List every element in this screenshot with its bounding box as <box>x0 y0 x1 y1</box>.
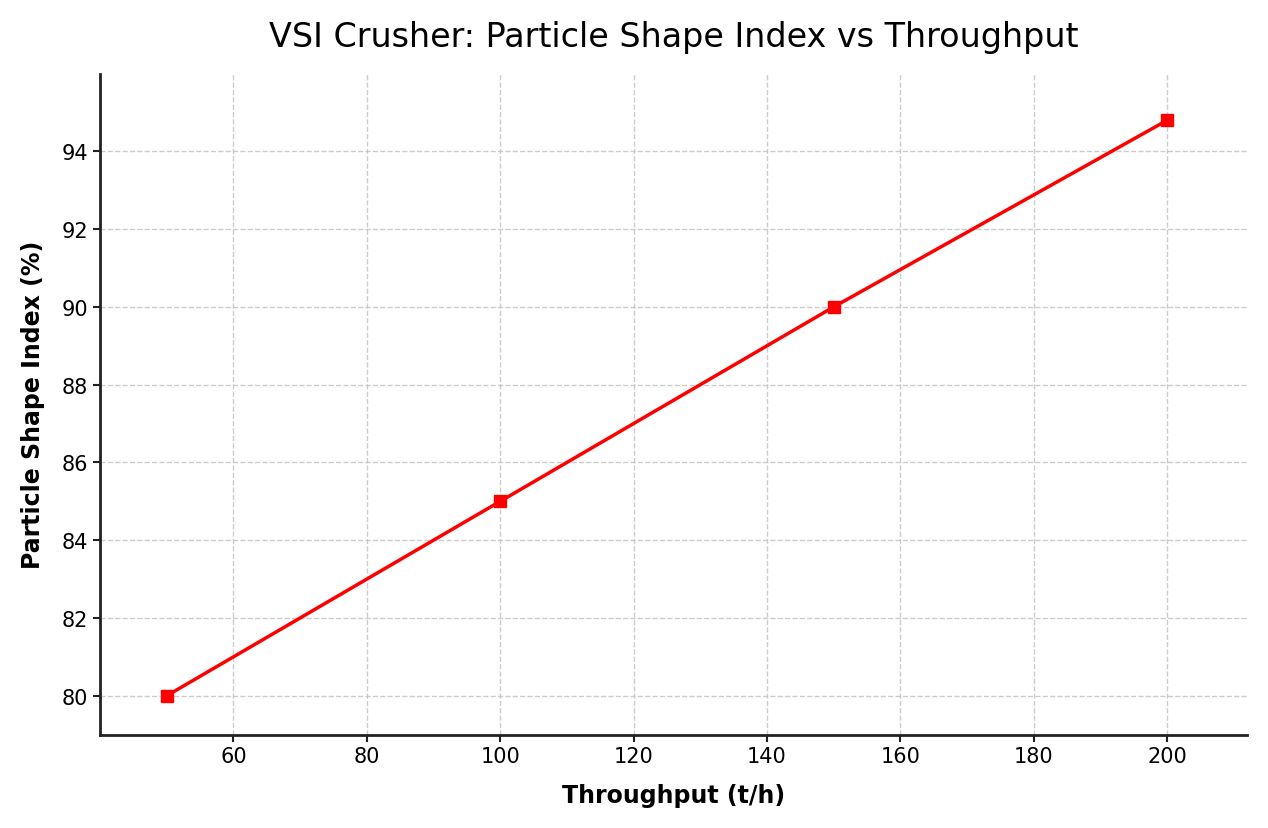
Y-axis label: Particle Shape Index (%): Particle Shape Index (%) <box>20 241 44 569</box>
Title: VSI Crusher: Particle Shape Index vs Throughput: VSI Crusher: Particle Shape Index vs Thr… <box>269 21 1078 54</box>
X-axis label: Throughput (t/h): Throughput (t/h) <box>562 783 785 807</box>
